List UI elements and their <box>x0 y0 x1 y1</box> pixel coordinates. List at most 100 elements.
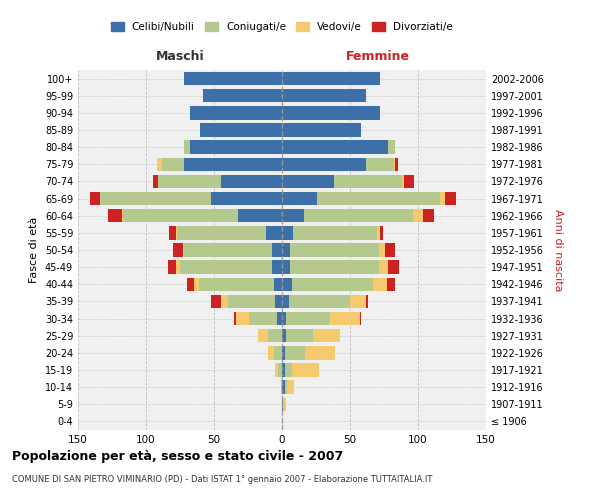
Bar <box>157 158 163 171</box>
Bar <box>153 174 158 188</box>
Bar <box>274 278 282 291</box>
Bar <box>329 312 359 326</box>
Bar <box>169 226 176 239</box>
Legend: Celibi/Nubili, Coniugati/e, Vedovi/e, Divorziati/e: Celibi/Nubili, Coniugati/e, Vedovi/e, Di… <box>107 18 457 36</box>
Bar <box>272 260 282 274</box>
Bar <box>177 226 266 239</box>
Bar <box>122 209 123 222</box>
Bar <box>388 140 395 154</box>
Bar <box>227 294 275 308</box>
Bar <box>282 260 290 274</box>
Bar <box>282 278 292 291</box>
Bar <box>401 174 404 188</box>
Bar <box>282 192 317 205</box>
Text: Femmine: Femmine <box>346 50 410 62</box>
Bar <box>359 312 361 326</box>
Text: Maschi: Maschi <box>155 50 205 62</box>
Text: Popolazione per età, sesso e stato civile - 2007: Popolazione per età, sesso e stato civil… <box>12 450 343 463</box>
Bar <box>275 294 282 308</box>
Bar <box>388 260 399 274</box>
Bar <box>290 244 379 256</box>
Bar <box>395 158 398 171</box>
Bar <box>379 244 385 256</box>
Bar <box>367 158 394 171</box>
Text: COMUNE DI SAN PIETRO VIMINARIO (PD) - Dati ISTAT 1° gennaio 2007 - Elaborazione : COMUNE DI SAN PIETRO VIMINARIO (PD) - Da… <box>12 475 433 484</box>
Bar <box>158 174 221 188</box>
Bar <box>285 380 287 394</box>
Bar <box>282 140 388 154</box>
Bar <box>287 380 294 394</box>
Bar <box>289 294 350 308</box>
Bar <box>272 244 282 256</box>
Bar <box>268 329 282 342</box>
Bar <box>286 312 329 326</box>
Bar <box>190 106 282 120</box>
Bar <box>290 260 379 274</box>
Bar <box>379 260 388 274</box>
Bar <box>281 380 282 394</box>
Bar <box>266 226 282 239</box>
Bar <box>282 72 380 86</box>
Bar <box>221 294 227 308</box>
Bar <box>404 174 414 188</box>
Bar <box>187 278 194 291</box>
Bar <box>180 260 272 274</box>
Bar <box>250 312 277 326</box>
Bar <box>373 278 387 291</box>
Bar <box>257 329 268 342</box>
Bar <box>286 329 313 342</box>
Bar <box>394 158 395 171</box>
Y-axis label: Anni di nascita: Anni di nascita <box>553 209 563 291</box>
Bar <box>268 346 274 360</box>
Bar <box>282 174 334 188</box>
Bar <box>293 226 377 239</box>
Bar <box>176 260 180 274</box>
Bar <box>282 398 283 411</box>
Bar <box>292 364 319 376</box>
Bar <box>282 380 285 394</box>
Y-axis label: Fasce di età: Fasce di età <box>29 217 39 283</box>
Bar <box>282 209 304 222</box>
Bar <box>285 346 305 360</box>
Bar <box>90 192 100 205</box>
Bar <box>282 89 367 102</box>
Bar <box>184 244 272 256</box>
Bar <box>282 226 293 239</box>
Bar <box>282 158 367 171</box>
Bar <box>282 294 289 308</box>
Bar <box>163 158 184 171</box>
Bar <box>238 209 282 222</box>
Bar <box>200 124 282 136</box>
Bar <box>278 364 282 376</box>
Bar <box>283 398 286 411</box>
Bar <box>292 278 373 291</box>
Bar <box>190 140 282 154</box>
Bar <box>100 192 211 205</box>
Bar <box>380 226 383 239</box>
Bar <box>194 278 199 291</box>
Bar <box>176 226 177 239</box>
Bar <box>274 346 282 360</box>
Bar <box>367 294 368 308</box>
Bar <box>211 294 221 308</box>
Bar <box>108 209 122 222</box>
Bar <box>221 174 282 188</box>
Bar <box>304 209 413 222</box>
Bar <box>387 278 395 291</box>
Bar <box>277 312 282 326</box>
Bar <box>183 244 184 256</box>
Bar <box>184 158 282 171</box>
Bar <box>282 329 286 342</box>
Bar <box>168 260 176 274</box>
Bar <box>282 346 285 360</box>
Bar <box>334 174 401 188</box>
Bar <box>282 364 285 376</box>
Bar <box>350 294 367 308</box>
Bar <box>313 329 340 342</box>
Bar <box>282 124 361 136</box>
Bar <box>282 106 380 120</box>
Bar <box>377 226 380 239</box>
Bar <box>440 192 445 205</box>
Bar <box>317 192 440 205</box>
Bar <box>211 192 282 205</box>
